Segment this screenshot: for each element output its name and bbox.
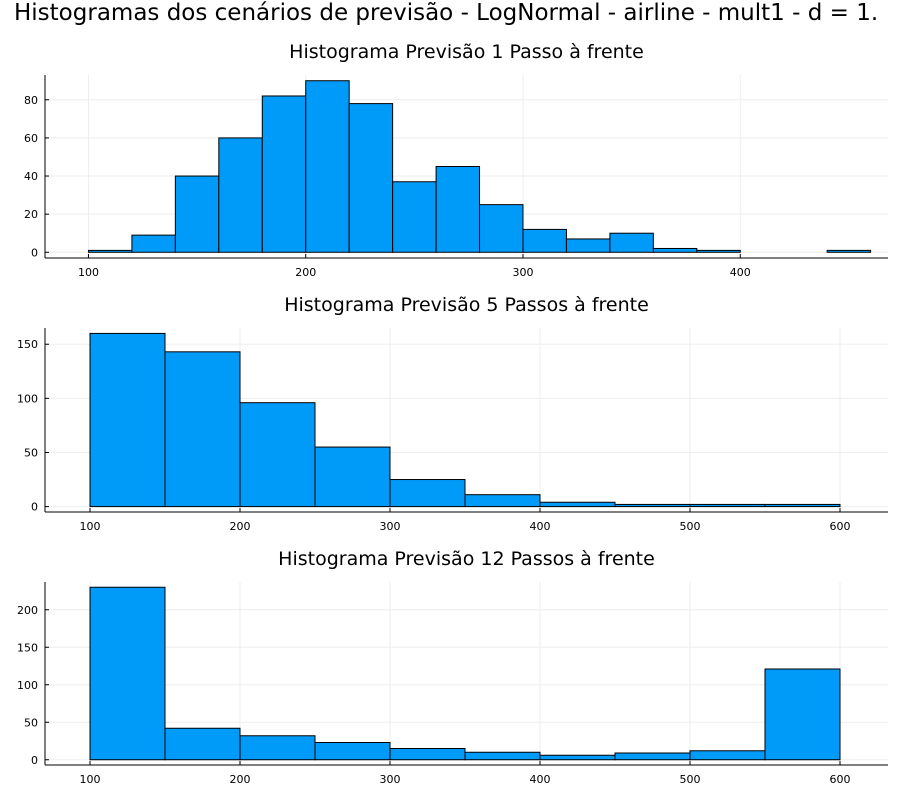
histogram-bar bbox=[479, 204, 524, 253]
x-tick-label: 300 bbox=[512, 266, 533, 279]
figure-suptitle: Histogramas dos cenários de previsão - L… bbox=[14, 0, 879, 26]
y-tick-label: 50 bbox=[24, 716, 38, 729]
histogram-bar bbox=[314, 742, 391, 761]
histogram-panel-12-steps: Histograma Previsão 12 Passos à frente 10… bbox=[17, 548, 888, 786]
y-tick-label: 100 bbox=[17, 679, 38, 692]
x-tick-label: 400 bbox=[730, 266, 751, 279]
x-tick-label: 200 bbox=[295, 266, 316, 279]
y-tick-label: 80 bbox=[24, 94, 38, 107]
histogram-bar bbox=[261, 95, 307, 253]
histogram-bar bbox=[614, 752, 691, 761]
histogram-bar bbox=[164, 351, 241, 508]
x-tick-label: 600 bbox=[830, 773, 851, 786]
histogram-bar bbox=[87, 249, 133, 253]
histogram-panel-5-steps: Histograma Previsão 5 Passos à frente 100… bbox=[17, 294, 888, 533]
histogram-bar bbox=[389, 479, 466, 508]
histogram-bar bbox=[539, 754, 616, 761]
chart-title: Histograma Previsão 5 Passos à frente bbox=[284, 294, 649, 316]
histogram-bar bbox=[565, 238, 611, 253]
x-tick-label: 200 bbox=[230, 773, 251, 786]
histogram-bar bbox=[652, 247, 698, 253]
y-tick-label: 20 bbox=[24, 208, 38, 221]
y-tick-label: 100 bbox=[17, 392, 38, 405]
chart-title: Histograma Previsão 12 Passos à frente bbox=[278, 548, 655, 570]
histogram-bar bbox=[89, 332, 166, 508]
histogram-bar bbox=[696, 249, 741, 253]
x-tick-label: 300 bbox=[380, 520, 401, 533]
x-tick-label: 500 bbox=[680, 520, 701, 533]
histogram-bar bbox=[689, 503, 766, 508]
histogram-bar bbox=[89, 586, 166, 761]
histogram-bar bbox=[218, 137, 263, 253]
histogram-bar bbox=[348, 103, 394, 253]
histogram-bar bbox=[131, 234, 176, 253]
x-tick-label: 100 bbox=[80, 773, 101, 786]
y-tick-label: 60 bbox=[24, 132, 38, 145]
y-tick-label: 40 bbox=[24, 170, 38, 183]
x-tick-label: 100 bbox=[78, 266, 99, 279]
x-tick-label: 200 bbox=[230, 520, 251, 533]
histogram-bar bbox=[764, 503, 841, 508]
x-tick-label: 100 bbox=[80, 520, 101, 533]
histogram-bar bbox=[239, 735, 316, 761]
histogram-bar bbox=[522, 228, 567, 253]
y-tick-label: 0 bbox=[31, 501, 38, 514]
histogram-bar bbox=[389, 748, 466, 761]
histogram-bar bbox=[314, 446, 391, 508]
y-tick-label: 150 bbox=[17, 338, 38, 351]
histogram-bar bbox=[174, 175, 220, 253]
y-tick-label: 150 bbox=[17, 641, 38, 654]
y-tick-label: 0 bbox=[31, 246, 38, 259]
histogram-bar bbox=[614, 503, 691, 508]
histogram-bar bbox=[539, 501, 616, 508]
y-tick-label: 200 bbox=[17, 604, 38, 617]
histogram-bar bbox=[464, 494, 541, 508]
histogram-bar bbox=[689, 750, 766, 761]
histogram-bar bbox=[464, 751, 541, 761]
x-tick-label: 600 bbox=[830, 520, 851, 533]
histogram-bar bbox=[435, 166, 481, 253]
histogram-bar bbox=[826, 249, 872, 253]
x-tick-label: 500 bbox=[680, 773, 701, 786]
histogram-bar bbox=[609, 232, 654, 253]
histogram-panel-1-step: Histograma Previsão 1 Passo à frente 100 2… bbox=[24, 41, 888, 279]
x-tick-label: 300 bbox=[380, 773, 401, 786]
y-tick-label: 0 bbox=[31, 754, 38, 767]
x-tick-label: 400 bbox=[530, 520, 551, 533]
histogram-bar bbox=[305, 80, 350, 253]
x-tick-label: 400 bbox=[530, 773, 551, 786]
histogram-bar bbox=[392, 181, 437, 253]
histogram-bar bbox=[239, 402, 316, 508]
histogram-bar bbox=[164, 727, 241, 761]
y-tick-label: 50 bbox=[24, 446, 38, 459]
chart-title: Histograma Previsão 1 Passo à frente bbox=[289, 41, 644, 63]
histogram-bar bbox=[764, 668, 841, 761]
